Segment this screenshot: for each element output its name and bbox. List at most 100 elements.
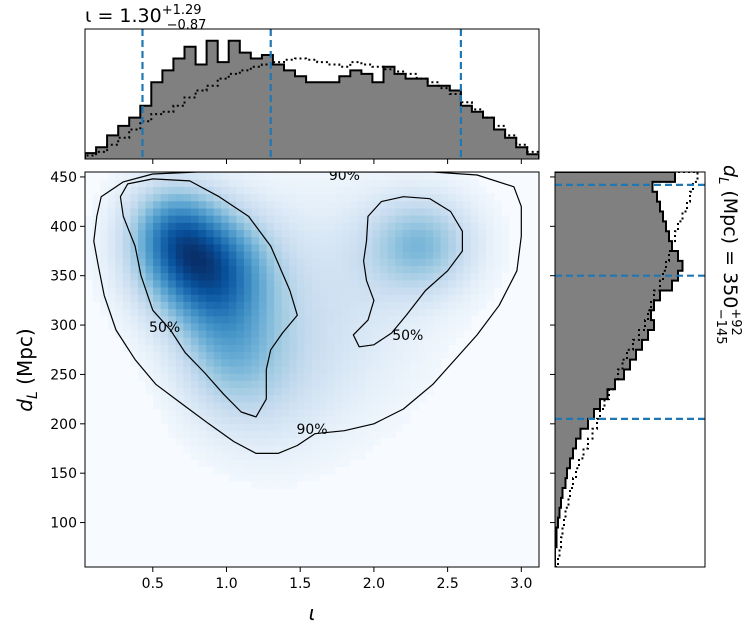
heatmap-cell xyxy=(213,387,222,396)
heatmap-cell xyxy=(342,243,351,252)
heatmap-cell xyxy=(281,243,290,252)
heatmap-cell xyxy=(137,279,147,288)
heatmap-cell xyxy=(198,265,207,274)
heatmap-cell xyxy=(168,179,177,187)
heatmap-cell xyxy=(463,265,472,274)
heatmap-cell xyxy=(395,207,404,216)
heatmap-cell xyxy=(417,315,427,324)
heatmap-cell xyxy=(213,344,222,353)
heatmap-cell xyxy=(130,251,139,259)
heatmap-cell xyxy=(304,330,313,338)
heatmap-cell xyxy=(183,207,192,216)
heatmap-cell xyxy=(425,236,434,245)
heatmap-cell xyxy=(213,172,222,180)
heatmap-cell xyxy=(198,186,207,195)
heatmap-cell xyxy=(433,186,442,195)
heatmap-cell xyxy=(228,186,237,195)
heatmap-cell xyxy=(266,401,275,410)
heatmap-cell xyxy=(357,409,366,417)
heatmap-cell xyxy=(357,380,366,389)
heatmap-cell xyxy=(85,222,94,231)
heatmap-cell xyxy=(380,301,389,310)
heatmap-cell xyxy=(175,373,184,381)
heatmap-cell xyxy=(493,207,502,216)
heatmap-cell xyxy=(312,258,321,266)
heatmap-cell xyxy=(259,473,268,482)
heatmap-cell xyxy=(266,186,275,195)
heatmap-cell xyxy=(168,337,177,345)
heatmap-cell xyxy=(372,251,381,259)
heatmap-cell xyxy=(213,222,222,231)
heatmap-cell xyxy=(206,365,215,374)
heatmap-cell xyxy=(289,365,298,374)
heatmap-cell xyxy=(274,452,283,460)
heatmap-cell xyxy=(319,265,328,274)
heatmap-cell xyxy=(304,215,313,223)
heatmap-cell xyxy=(281,294,290,302)
heatmap-cell xyxy=(319,423,328,432)
heatmap-cell xyxy=(115,258,124,266)
heatmap-cell xyxy=(402,272,411,281)
heatmap-cell xyxy=(327,315,336,324)
heatmap-cell xyxy=(304,337,313,345)
heatmap-cell xyxy=(395,258,404,266)
heatmap-cell xyxy=(198,222,207,231)
heatmap-cell xyxy=(160,380,169,389)
heatmap-cell xyxy=(183,200,192,209)
heatmap-cell xyxy=(160,286,169,295)
heatmap-cell xyxy=(160,215,169,223)
heatmap-cell xyxy=(395,243,404,252)
heatmap-cell xyxy=(198,315,207,324)
heatmap-cell xyxy=(342,444,351,453)
heatmap-cell xyxy=(357,308,366,317)
heatmap-cell xyxy=(312,294,321,302)
heatmap-cell xyxy=(281,200,290,209)
heatmap-cell xyxy=(364,444,374,453)
heatmap-cell xyxy=(364,373,374,381)
heatmap-cell xyxy=(243,186,253,195)
heatmap-cell xyxy=(440,258,449,266)
heatmap-cell xyxy=(175,179,184,187)
heatmap-cell xyxy=(281,179,290,187)
heatmap-cell xyxy=(266,437,275,446)
heatmap-cell xyxy=(372,416,381,424)
heatmap-cell xyxy=(372,172,381,180)
heatmap-cell xyxy=(387,229,396,238)
heatmap-cell xyxy=(228,279,237,288)
heatmap-cell xyxy=(221,459,230,468)
heatmap-cell xyxy=(122,279,131,288)
heatmap-cell xyxy=(417,294,427,302)
heatmap-cell xyxy=(122,294,131,302)
heatmap-cell xyxy=(251,258,260,266)
heatmap-cell xyxy=(221,236,230,245)
heatmap-cell xyxy=(304,207,313,216)
heatmap-cell xyxy=(304,294,313,302)
heatmap-cell xyxy=(221,193,230,202)
heatmap-cell xyxy=(251,294,260,302)
heatmap-cell xyxy=(190,452,200,460)
heatmap-cell xyxy=(296,301,306,310)
heatmap-cell xyxy=(183,243,192,252)
heatmap-cell xyxy=(417,279,427,288)
heatmap-cell xyxy=(274,215,283,223)
heatmap-cell xyxy=(243,236,253,245)
heatmap-cell xyxy=(160,172,169,180)
heatmap-cell xyxy=(228,294,237,302)
heatmap-cell xyxy=(274,330,283,338)
heatmap-cell xyxy=(319,286,328,295)
heatmap-cell xyxy=(130,265,139,274)
heatmap-cell xyxy=(236,294,245,302)
heatmap-cell xyxy=(463,258,472,266)
heatmap-cell xyxy=(440,308,449,317)
heatmap-cell xyxy=(380,186,389,195)
heatmap-cell xyxy=(236,430,245,439)
heatmap-cell xyxy=(236,444,245,453)
heatmap-cell xyxy=(342,437,351,446)
heatmap-cell xyxy=(175,337,184,345)
heatmap-cell xyxy=(168,380,177,389)
heatmap-cell xyxy=(213,236,222,245)
heatmap-cell xyxy=(455,308,464,317)
heatmap-cell xyxy=(183,337,192,345)
heatmap-cell xyxy=(115,251,124,259)
heatmap-cell xyxy=(463,272,472,281)
